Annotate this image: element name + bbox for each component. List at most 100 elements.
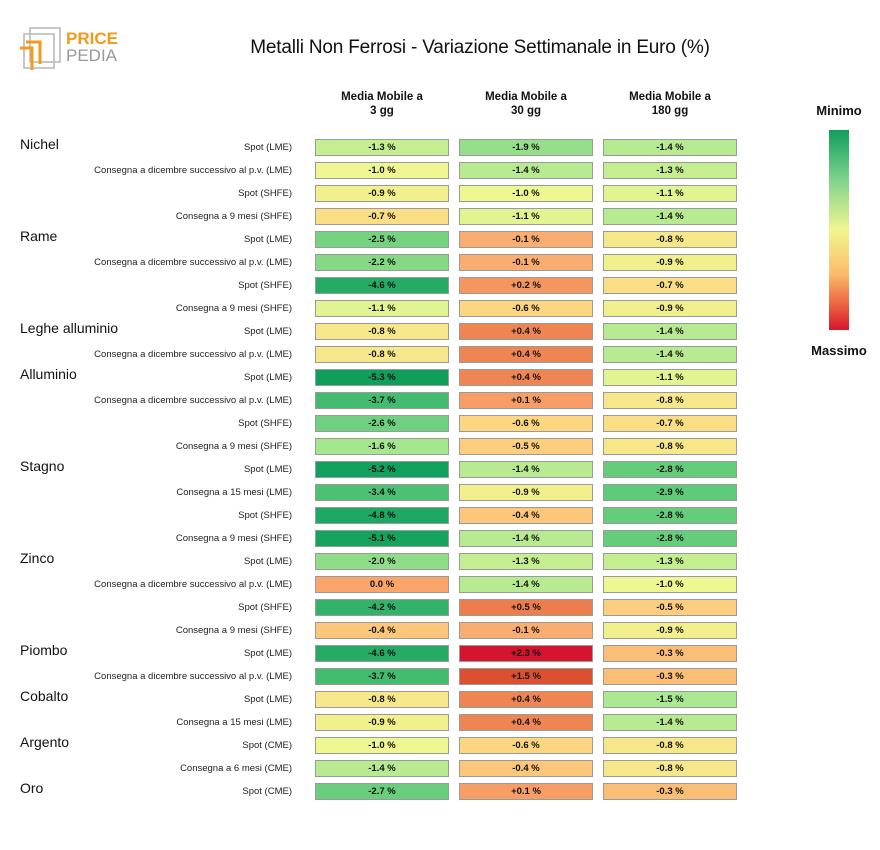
pricepedia-logo-mark: PRICE PEDIA — [20, 27, 118, 70]
row-label: Consegna a dicembre successivo al p.v. (… — [94, 257, 292, 268]
row-label: Consegna a dicembre successivo al p.v. (… — [94, 165, 292, 176]
heatmap-cell: -1.0 % — [603, 576, 737, 593]
heatmap-cell: +0.1 % — [459, 783, 593, 800]
row-label: Consegna a dicembre successivo al p.v. (… — [94, 579, 292, 590]
heatmap-cell: +0.4 % — [459, 346, 593, 363]
row-label: Consegna a 9 mesi (SHFE) — [175, 441, 292, 452]
heatmap-cell: -1.4 % — [603, 346, 737, 363]
row-label: Consegna a 9 mesi (SHFE) — [175, 211, 292, 222]
heatmap-cell: -0.8 % — [603, 737, 737, 754]
row-label: Consegna a dicembre successivo al p.v. (… — [94, 349, 292, 360]
group-label: Oro — [20, 780, 44, 796]
chart-title: Metalli Non Ferrosi - Variazione Settima… — [250, 37, 710, 58]
group-label: Nichel — [20, 136, 59, 152]
group-label: Argento — [20, 734, 70, 750]
column-header-line2: 30 gg — [510, 105, 542, 117]
row-label: Consegna a 15 mesi (LME) — [176, 487, 292, 498]
pricepedia-logo: PRICE PEDIA — [18, 24, 128, 74]
heatmap-cell: -1.4 % — [603, 323, 737, 340]
heatmap-cell: -5.2 % — [315, 461, 449, 478]
heatmap-cell: -1.1 % — [459, 208, 593, 225]
heatmap-cell: +0.4 % — [459, 323, 593, 340]
column-header-line2: 180 gg — [651, 105, 689, 117]
heatmap-cell: -0.4 % — [459, 507, 593, 524]
heatmap-cell: -0.3 % — [603, 645, 737, 662]
heatmap-cell: -0.9 % — [315, 714, 449, 731]
heatmap-cell: -0.6 % — [459, 415, 593, 432]
heatmap-cell: -0.4 % — [459, 760, 593, 777]
heatmap-cell: -1.4 % — [459, 162, 593, 179]
heatmap-cell: -1.3 % — [459, 553, 593, 570]
heatmap-cell: -0.9 % — [603, 254, 737, 271]
group-label: Piombo — [20, 642, 68, 658]
heatmap-cell: -0.9 % — [459, 484, 593, 501]
heatmap-cell: -0.9 % — [603, 300, 737, 317]
heatmap-cell: -1.5 % — [603, 691, 737, 708]
heatmap-cell: 0.0 % — [315, 576, 449, 593]
heatmap-cell: +0.4 % — [459, 691, 593, 708]
row-label: Spot (CME) — [242, 786, 292, 797]
heatmap-cell: -0.3 % — [603, 783, 737, 800]
column-header-line1: Media Mobile a — [485, 91, 567, 103]
row-label: Consegna a dicembre successivo al p.v. (… — [94, 395, 292, 406]
heatmap-cell: -5.1 % — [315, 530, 449, 547]
heatmap-cell: -0.7 % — [603, 415, 737, 432]
column-header-3gg: Media Mobile a 3 gg — [312, 90, 452, 118]
row-label: Spot (CME) — [242, 740, 292, 751]
logo-text-price: PRICE — [66, 29, 118, 48]
row-label: Spot (SHFE) — [238, 280, 292, 291]
heatmap-cell: -0.4 % — [315, 622, 449, 639]
row-label: Consegna a 6 mesi (CME) — [180, 763, 292, 774]
heatmap-cell: -0.9 % — [315, 185, 449, 202]
heatmap-cell: -1.0 % — [315, 737, 449, 754]
heatmap-cell: -4.6 % — [315, 277, 449, 294]
heatmap-cell: -2.6 % — [315, 415, 449, 432]
heatmap-cell: -0.7 % — [315, 208, 449, 225]
heatmap-cell: -2.7 % — [315, 783, 449, 800]
legend-max-label: Massimo — [811, 343, 867, 358]
heatmap-cell: +1.5 % — [459, 668, 593, 685]
legend-color-scale — [829, 130, 849, 330]
row-label: Spot (SHFE) — [238, 602, 292, 613]
heatmap-cell: -5.3 % — [315, 369, 449, 386]
row-label: Spot (LME) — [243, 326, 292, 337]
row-label: Spot (SHFE) — [238, 510, 292, 521]
heatmap-cell: -0.1 % — [459, 254, 593, 271]
heatmap-cell: +0.1 % — [459, 392, 593, 409]
heatmap-cell: -1.4 % — [459, 576, 593, 593]
heatmap-cell: -1.4 % — [315, 760, 449, 777]
heatmap-cell: -2.8 % — [603, 530, 737, 547]
heatmap-cell: -1.6 % — [315, 438, 449, 455]
heatmap-cell: +0.4 % — [459, 714, 593, 731]
heatmap-cell: -1.4 % — [603, 139, 737, 156]
heatmap-cell: -1.9 % — [459, 139, 593, 156]
heatmap-cell: -0.8 % — [603, 438, 737, 455]
group-label: Zinco — [20, 550, 55, 566]
heatmap-cell: -0.8 % — [315, 346, 449, 363]
row-label: Spot (LME) — [243, 464, 292, 475]
row-label: Spot (LME) — [243, 694, 292, 705]
heatmap-cell: -1.0 % — [459, 185, 593, 202]
group-label: Stagno — [20, 458, 65, 474]
row-label: Consegna a 9 mesi (SHFE) — [175, 303, 292, 314]
column-header-line1: Media Mobile a — [629, 91, 711, 103]
heatmap-cell: -0.6 % — [459, 737, 593, 754]
heatmap-cell: -3.7 % — [315, 668, 449, 685]
row-label: Consegna a 15 mesi (LME) — [176, 717, 292, 728]
row-label: Spot (LME) — [243, 648, 292, 659]
column-header-180gg: Media Mobile a 180 gg — [600, 90, 740, 118]
heatmap-cell: -0.9 % — [603, 622, 737, 639]
heatmap-cell: -0.1 % — [459, 231, 593, 248]
heatmap-cell: -1.1 % — [603, 185, 737, 202]
heatmap-cell: -4.8 % — [315, 507, 449, 524]
heatmap-cell: -0.3 % — [603, 668, 737, 685]
legend-min-label: Minimo — [816, 103, 862, 118]
heatmap-cell: -0.7 % — [603, 277, 737, 294]
row-label: Spot (LME) — [243, 372, 292, 383]
heatmap-cell: -1.3 % — [603, 162, 737, 179]
logo-text-pedia: PEDIA — [66, 46, 118, 65]
heatmap-cell: -0.8 % — [603, 231, 737, 248]
heatmap-cell: -0.5 % — [459, 438, 593, 455]
heatmap-cell: -1.1 % — [315, 300, 449, 317]
heatmap-cell: -4.6 % — [315, 645, 449, 662]
